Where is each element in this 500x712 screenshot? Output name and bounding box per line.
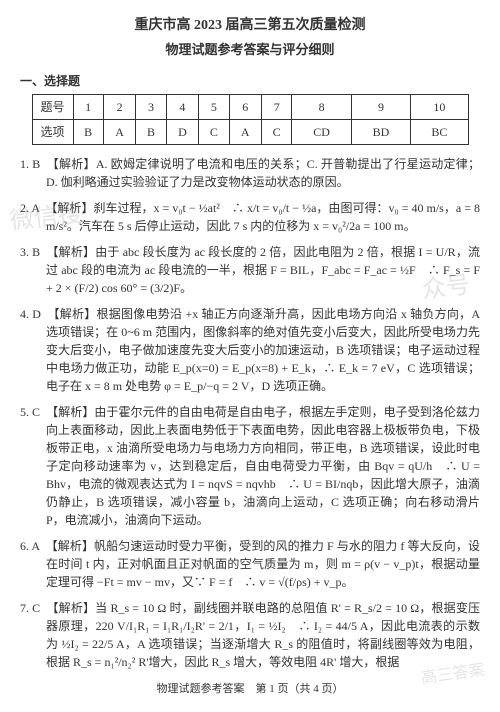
cell: A: [103, 119, 136, 144]
cell: 5: [199, 94, 229, 119]
item-number: 6. A: [20, 539, 52, 553]
cell: A: [229, 119, 262, 144]
cell: C: [262, 119, 292, 144]
cell: 8: [292, 94, 351, 119]
cell: 9: [351, 94, 410, 119]
page-footer: 物理试题参考答案 第 1 页（共 4 页）: [20, 681, 480, 698]
item-number: 5. C: [20, 405, 52, 419]
item-number: 1. B: [20, 157, 53, 171]
cell: CD: [292, 119, 351, 144]
title-sub: 物理试题参考答案与评分细则: [20, 40, 480, 60]
cell: 7: [262, 94, 292, 119]
items-container: 1. B 【解析】A. 欧姆定律说明了电流和电压的关系；C. 开普勒提出了行星运…: [20, 155, 480, 671]
explanation-item: 2. A 【解析】刹车过程，x = v₀t − ½at² ∴ x/t = v₀/…: [20, 199, 480, 235]
cell: 2: [103, 94, 136, 119]
answer-table: 题号 1 2 3 4 5 6 7 8 9 10 选项 B A B D C A C…: [32, 94, 469, 145]
table-row-nums: 题号 1 2 3 4 5 6 7 8 9 10: [32, 94, 468, 119]
cell: D: [166, 119, 199, 144]
title-main: 重庆市高 2023 届高三第五次质量检测: [20, 15, 480, 36]
item-body: 【解析】由于霍尔元件的自由电荷是自由电子，根据左手定则，电子受到洛伦兹力向上表面…: [46, 405, 480, 527]
row-label: 选项: [32, 119, 73, 144]
section-header: 一、选择题: [20, 72, 480, 90]
explanation-item: 4. D 【解析】根据图像电势沿 +x 轴正方向逐渐升高，因此电场方向沿 x 轴…: [20, 305, 480, 395]
item-body: 【解析】A. 欧姆定律说明了电流和电压的关系；C. 开普勒提出了行星运动定律；D…: [46, 157, 480, 189]
cell: 10: [411, 94, 468, 119]
cell: 4: [166, 94, 199, 119]
cell: B: [73, 119, 103, 144]
cell: C: [199, 119, 229, 144]
item-number: 2. A: [20, 201, 51, 215]
cell: BC: [411, 119, 468, 144]
item-body: 【解析】根据图像电势沿 +x 轴正方向逐渐升高，因此电场方向沿 x 轴负方向，A…: [46, 307, 480, 393]
item-number: 7. C: [20, 601, 53, 615]
explanation-item: 3. B 【解析】由于 abc 段长度为 ac 段长度的 2 倍，因此电阻为 2…: [20, 243, 480, 297]
explanation-item: 6. A 【解析】帆船匀速运动时受力平衡，受到的风的推力 F 与水的阻力 f 等…: [20, 537, 480, 591]
cell: B: [136, 119, 166, 144]
item-number: 4. D: [20, 307, 53, 321]
item-body: 【解析】由于 abc 段长度为 ac 段长度的 2 倍，因此电阻为 2 倍，根据…: [46, 245, 480, 295]
row-label: 题号: [32, 94, 73, 119]
table-row-ans: 选项 B A B D C A C CD BD BC: [32, 119, 468, 144]
cell: BD: [351, 119, 410, 144]
cell: 3: [136, 94, 166, 119]
item-body: 【解析】刹车过程，x = v₀t − ½at² ∴ x/t = v₀/t − ½…: [46, 201, 480, 233]
item-body: 【解析】当 R_s = 10 Ω 时，副线圈并联电路的总阻值 R' = R_s/…: [46, 601, 480, 669]
item-number: 3. B: [20, 245, 53, 259]
cell: 6: [229, 94, 262, 119]
explanation-item: 7. C 【解析】当 R_s = 10 Ω 时，副线圈并联电路的总阻值 R' =…: [20, 599, 480, 671]
item-body: 【解析】帆船匀速运动时受力平衡，受到的风的推力 F 与水的阻力 f 等大反向，设…: [46, 539, 480, 589]
explanation-item: 5. C 【解析】由于霍尔元件的自由电荷是自由电子，根据左手定则，电子受到洛伦兹…: [20, 403, 480, 529]
explanation-item: 1. B 【解析】A. 欧姆定律说明了电流和电压的关系；C. 开普勒提出了行星运…: [20, 155, 480, 191]
cell: 1: [73, 94, 103, 119]
